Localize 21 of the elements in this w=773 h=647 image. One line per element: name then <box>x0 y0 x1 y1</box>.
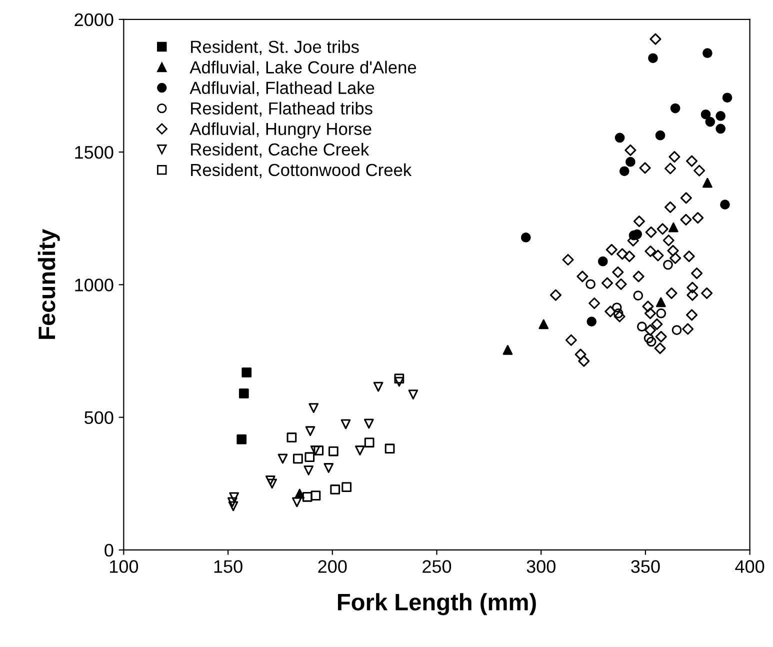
y-tick-label: 2000 <box>74 13 114 26</box>
legend-label: Adfluvial, Lake Coure d'Alene <box>190 60 416 76</box>
y-tick-label: 500 <box>84 411 114 424</box>
y-axis-title: Fecundity <box>38 229 60 339</box>
x-tick-label: 250 <box>422 560 452 573</box>
y-tick-label: 1000 <box>75 278 114 292</box>
legend-label: Resident, Flathead tribs <box>191 102 372 117</box>
legend-label: Adfluvial, Flathead Lake <box>190 81 374 96</box>
x-tick-label: 150 <box>214 560 242 573</box>
x-tick-label: 400 <box>735 560 764 573</box>
y-tick-label: 0 <box>104 544 114 557</box>
legend-label: Resident, Cottonwood Creek <box>191 163 412 178</box>
x-axis-title: Fork Length (mm) <box>338 593 536 616</box>
x-tick-label: 100 <box>110 560 138 573</box>
legend-label: Adfluvial, Hungry Horse <box>190 122 372 139</box>
legend-label: Resident, St. Joe tribs <box>191 40 359 56</box>
legend-label: Resident, Cache Creek <box>191 142 370 158</box>
y-tick-label: 1500 <box>75 146 114 159</box>
x-tick-label: 300 <box>526 560 556 573</box>
x-tick-label: 350 <box>631 560 660 573</box>
x-tick-label: 200 <box>318 560 347 573</box>
